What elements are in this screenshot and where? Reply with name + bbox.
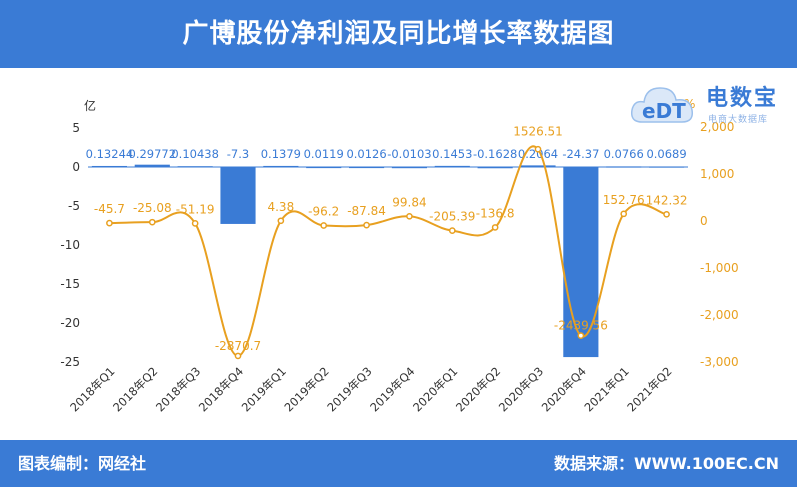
logo-mark-text: eDT	[642, 99, 686, 123]
line-label: 99.84	[392, 195, 426, 209]
chart: 亿%50-5-10-15-20-252,0001,0000-1,000-2,00…	[60, 97, 739, 415]
bar	[134, 164, 170, 167]
category-label: 2020年Q4	[539, 364, 589, 414]
bar-label: 0.0119	[304, 147, 344, 161]
right-axis-tick: -3,000	[700, 355, 739, 369]
line-label: -2870.7	[215, 339, 261, 353]
line-point	[148, 218, 156, 226]
category-label: 2020年Q3	[496, 364, 546, 414]
footer-bar: 图表编制：网经社 数据来源：WWW.100EC.CN	[0, 440, 797, 487]
line-label: -25.08	[133, 201, 172, 215]
line-point	[491, 224, 499, 231]
bar	[520, 165, 556, 167]
line-point	[534, 145, 542, 153]
line-label: -2439.56	[554, 319, 608, 333]
category-label: 2019年Q1	[239, 364, 289, 414]
right-axis-tick: -2,000	[700, 308, 739, 322]
line-point	[234, 352, 242, 360]
line-point	[277, 217, 285, 225]
bar-label: -24.37	[562, 147, 599, 161]
category-label: 2020年Q1	[410, 364, 460, 414]
line-point	[448, 227, 456, 235]
brand-logo: eDT 电数宝 电商大数据库	[628, 74, 793, 134]
left-axis-tick: -5	[68, 199, 80, 213]
line-point	[320, 222, 328, 229]
bar-label: -7.3	[227, 147, 249, 161]
bar-label: 0.29772	[129, 147, 177, 161]
left-axis-tick: 5	[72, 121, 80, 135]
line-label: -205.39	[429, 210, 475, 224]
bar	[434, 165, 470, 168]
logo-sub-text: 电商大数据库	[708, 115, 769, 125]
line-point	[663, 210, 670, 218]
header-bar: 广博股份净利润及同比增长率数据图	[0, 0, 797, 68]
right-axis-tick: -1,000	[700, 261, 739, 275]
line-label: -45.7	[94, 202, 125, 216]
page-title: 广博股份净利润及同比增长率数据图	[182, 19, 615, 49]
right-axis-tick: 2,000	[700, 120, 734, 134]
logo-main-text: 电数宝	[706, 86, 779, 111]
category-label: 2019年Q2	[282, 364, 332, 414]
bar-label: 0.0689	[646, 147, 686, 161]
category-label: 2021年Q1	[582, 364, 632, 414]
bar-label: -0.1628	[473, 147, 517, 161]
bar-label: 0.13244	[86, 147, 134, 161]
line-label: 1526.51	[513, 124, 563, 138]
cloud-logo-icon: eDT	[630, 87, 694, 123]
line-label: 4.38	[267, 200, 294, 214]
bar-label: 0.0126	[346, 147, 386, 161]
category-label: 2019年Q3	[324, 364, 374, 414]
line-point	[406, 212, 413, 220]
bar-label: -0.0103	[387, 147, 431, 161]
left-axis-tick: 0	[72, 160, 80, 174]
line-label: 152.76	[603, 193, 645, 207]
left-axis-tick: -20	[60, 316, 80, 330]
category-label: 2019年Q4	[367, 364, 417, 414]
bar-label: 0.10438	[171, 147, 219, 161]
bar	[349, 166, 385, 169]
line-label: -136.8	[476, 206, 515, 220]
footer-source: 数据来源：WWW.100EC.CN	[553, 454, 779, 473]
line-point	[363, 221, 370, 229]
line-label: -87.84	[347, 204, 386, 218]
bar-label: 0.1379	[261, 147, 301, 161]
right-axis-tick: 1,000	[700, 167, 734, 181]
footer-credit: 图表编制：网经社	[18, 454, 147, 473]
category-label: 2021年Q2	[624, 364, 674, 414]
line-point	[191, 220, 199, 227]
right-axis-tick: 0	[700, 214, 708, 228]
line-point	[106, 219, 113, 227]
line-point	[620, 210, 628, 218]
bar-label: 0.1453	[432, 147, 472, 161]
line-label: -51.19	[176, 202, 215, 216]
bar	[391, 167, 427, 169]
bar-label: 0.0766	[604, 147, 644, 161]
category-label: 2020年Q2	[453, 364, 503, 414]
category-label: 2018年Q1	[67, 364, 117, 414]
left-axis-tick: -25	[60, 355, 80, 369]
category-label: 2018年Q4	[196, 364, 246, 414]
bar	[477, 167, 513, 169]
category-label: 2018年Q2	[110, 364, 160, 414]
bar	[220, 167, 256, 224]
left-axis-tick: -10	[60, 238, 80, 252]
line-label: -96.2	[308, 205, 339, 219]
line-label: 142.32	[646, 193, 688, 207]
category-label: 2018年Q3	[153, 364, 203, 414]
bar	[306, 166, 342, 169]
left-axis-tick: -15	[60, 277, 80, 291]
left-axis-unit: 亿	[84, 98, 96, 113]
line-point	[577, 332, 585, 340]
